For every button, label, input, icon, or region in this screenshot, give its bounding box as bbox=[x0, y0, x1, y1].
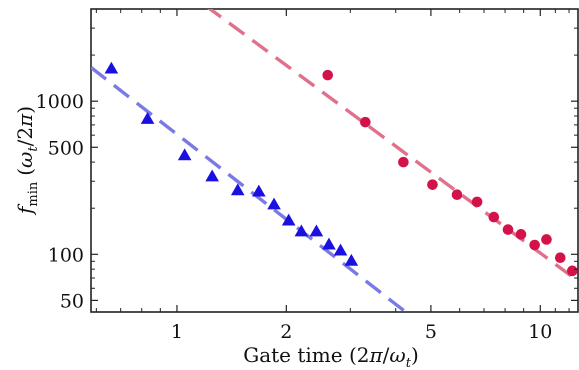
fit-line-1 bbox=[91, 66, 409, 312]
triangle-point bbox=[140, 112, 155, 124]
circle-point bbox=[567, 265, 578, 277]
y-tick-label: 50 bbox=[60, 290, 84, 312]
circle-point bbox=[398, 156, 409, 168]
triangle-point bbox=[252, 184, 266, 197]
circle-point bbox=[322, 69, 334, 81]
circle-point bbox=[541, 234, 552, 245]
triangle-point bbox=[177, 148, 192, 161]
y-tick-label: 1000 bbox=[36, 91, 84, 113]
y-tick-label: 500 bbox=[48, 137, 84, 159]
triangle-point bbox=[205, 169, 219, 182]
triangle-point bbox=[294, 224, 309, 237]
triangle-point bbox=[309, 224, 324, 237]
tick-labels: 1 2 5 10 50 100 500 1000 bbox=[36, 91, 553, 343]
axis-ticks bbox=[91, 9, 578, 312]
triangle-point bbox=[333, 243, 348, 256]
x-tick-label: 5 bbox=[425, 321, 437, 343]
triangle-point bbox=[281, 213, 296, 226]
x-tick-label: 10 bbox=[528, 321, 552, 343]
circle-point bbox=[529, 239, 540, 251]
circle-point bbox=[502, 224, 514, 235]
triangle-point bbox=[104, 61, 119, 74]
x-tick-label: 1 bbox=[171, 321, 183, 343]
circle-point bbox=[471, 196, 483, 208]
circle-point bbox=[488, 211, 500, 223]
circle-point bbox=[554, 252, 566, 264]
triangle-point bbox=[230, 183, 245, 196]
circle-point bbox=[515, 229, 527, 240]
triangle-point bbox=[267, 197, 281, 210]
circle-point bbox=[451, 189, 463, 201]
fit-line-2 bbox=[207, 9, 579, 283]
fit-lines bbox=[91, 9, 579, 312]
x-axis-label: Gate time (2π/ωt) bbox=[243, 343, 419, 370]
data-markers bbox=[104, 61, 578, 277]
circle-point bbox=[360, 116, 371, 128]
plot-frame bbox=[90, 8, 579, 313]
triangle-point bbox=[322, 237, 336, 250]
x-tick-label: 2 bbox=[280, 321, 292, 343]
triangle-point bbox=[344, 253, 359, 266]
y-tick-label: 100 bbox=[48, 244, 84, 266]
y-axis-label: fmin(ωt/2π) bbox=[13, 106, 41, 216]
circle-point bbox=[427, 179, 438, 190]
